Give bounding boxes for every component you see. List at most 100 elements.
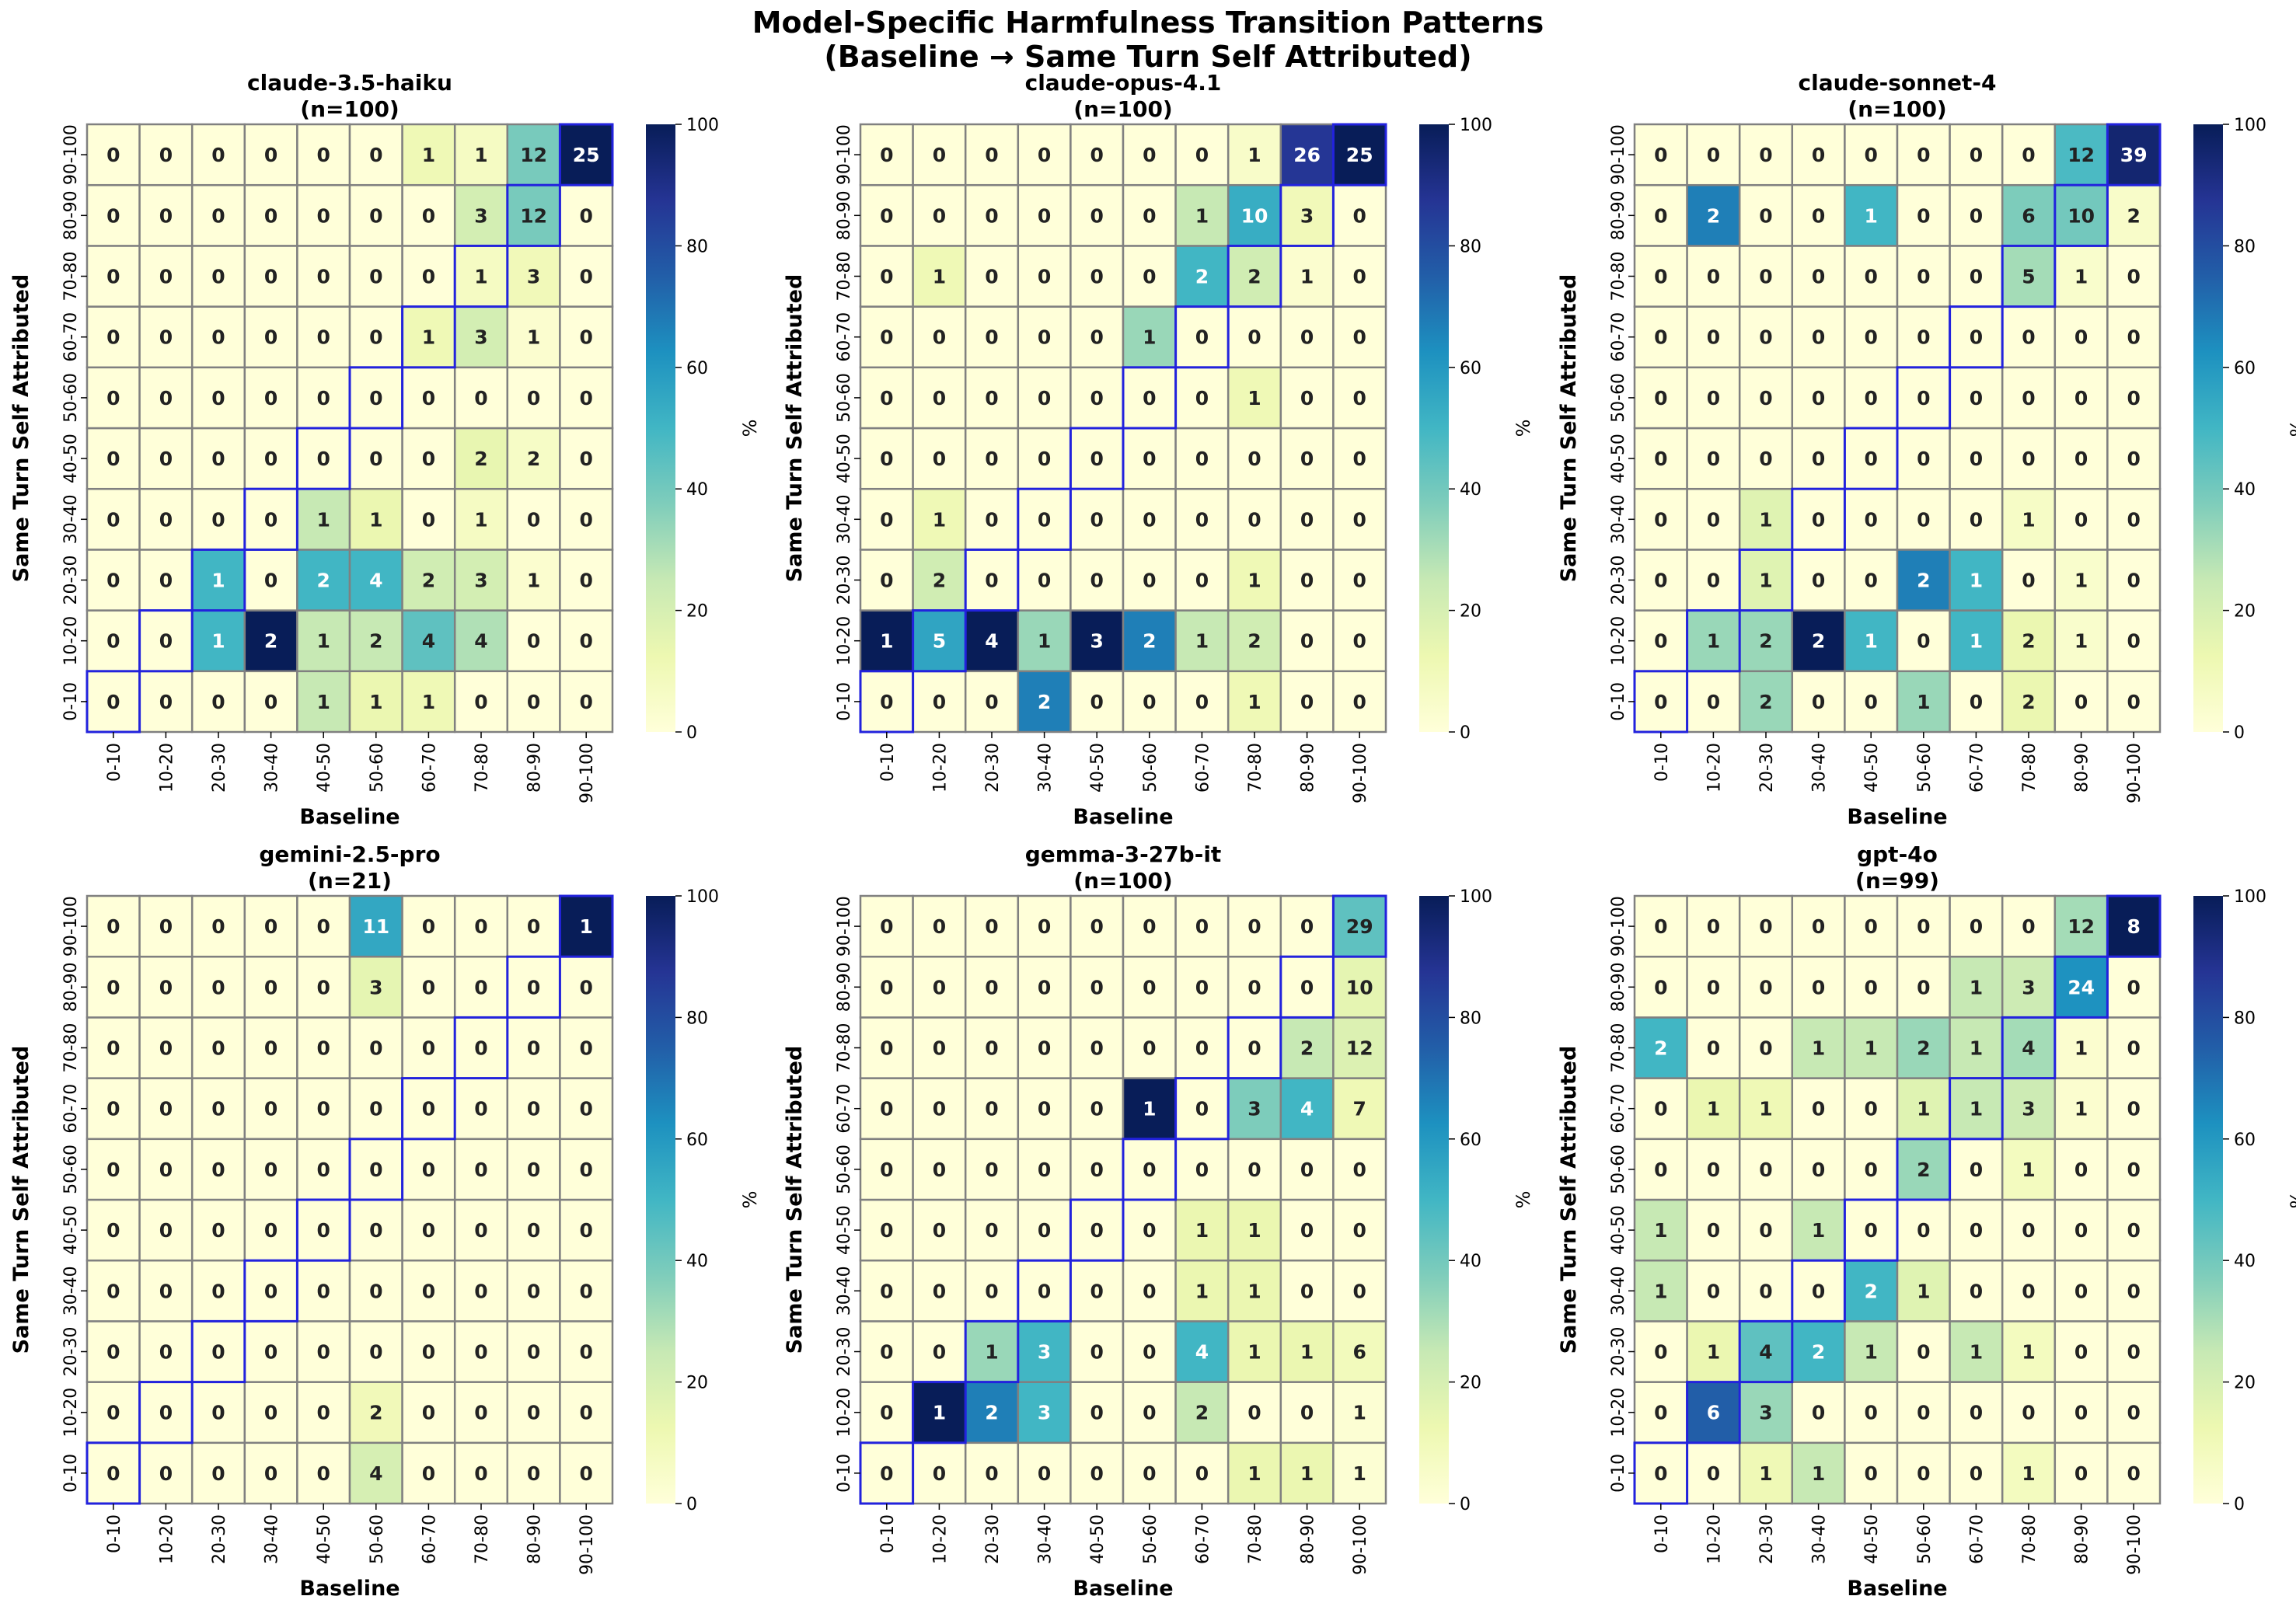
heatmap-cell xyxy=(964,487,1020,551)
cell-count-label: 0 xyxy=(1812,144,1825,166)
y-tick-label: 70-80 xyxy=(61,1023,81,1073)
colorbar-tick-label: 40 xyxy=(686,1252,708,1271)
cell-count-label: 0 xyxy=(106,266,120,288)
x-tick-label: 70-80 xyxy=(2020,1514,2040,1564)
heatmap-cell xyxy=(1122,549,1177,612)
cell-count-label: 0 xyxy=(1038,570,1051,592)
y-tick-label: 90-100 xyxy=(835,124,854,185)
cell-count-label: 0 xyxy=(316,448,330,470)
diagonal-highlight xyxy=(1738,1319,1794,1384)
cell-count-label: 2 xyxy=(2022,691,2035,713)
cell-count-label: 0 xyxy=(579,387,592,409)
cell-count-label: 0 xyxy=(422,1037,435,1060)
cell-count-label: 0 xyxy=(106,508,120,531)
cell-count-label: 0 xyxy=(316,1341,330,1364)
cell-count-label: 0 xyxy=(1090,1462,1103,1485)
heatmap-cell xyxy=(1122,609,1177,673)
cell-count-label: 0 xyxy=(880,266,893,288)
x-tick-label: 80-90 xyxy=(525,1514,545,1564)
cell-count-label: 0 xyxy=(211,1098,225,1120)
x-tick-label: 0-10 xyxy=(105,743,124,782)
cell-count-label: 1 xyxy=(933,1402,946,1424)
cell-count-label: 0 xyxy=(985,1037,998,1060)
cell-count-label: 0 xyxy=(264,691,277,713)
cell-count-label: 0 xyxy=(933,976,946,998)
diagonal-highlight xyxy=(2001,1016,2057,1080)
heatmap-cell xyxy=(1069,245,1125,308)
y-tick-label: 50-60 xyxy=(61,1145,81,1194)
cell-count-label: 0 xyxy=(1195,1462,1209,1485)
diagonal-highlight xyxy=(243,1259,298,1322)
heatmap-cell xyxy=(1844,183,1899,247)
cell-count-label: 0 xyxy=(2022,1280,2035,1302)
heatmap-cell xyxy=(1227,955,1282,1019)
heatmap-cell xyxy=(348,245,403,308)
heatmap-cell xyxy=(348,609,403,673)
cell-count-label: 0 xyxy=(1864,508,1877,531)
figure-title: Model-Specific Harmfulness Transition Pa… xyxy=(752,5,1544,40)
cell-count-label: 0 xyxy=(1090,976,1103,998)
cell-count-label: 0 xyxy=(159,1402,173,1424)
heatmap-cell xyxy=(506,549,561,612)
cell-count-label: 0 xyxy=(1812,508,1825,531)
cell-count-label: 2 xyxy=(1195,1402,1209,1424)
cell-count-label: 0 xyxy=(1352,266,1366,288)
cell-count-label: 1 xyxy=(1864,630,1877,653)
heatmap-cell xyxy=(296,1077,351,1141)
cell-count-label: 0 xyxy=(1247,1402,1261,1424)
panel-title: claude-opus-4.1 xyxy=(1025,70,1222,96)
heatmap-cell xyxy=(2001,609,2057,673)
cell-count-label: 0 xyxy=(2127,326,2140,349)
cell-count-label: 0 xyxy=(1654,976,1667,998)
cell-count-label: 0 xyxy=(2074,1219,2088,1242)
cell-count-label: 1 xyxy=(422,326,435,349)
cell-count-label: 0 xyxy=(211,1341,225,1364)
cell-count-label: 0 xyxy=(211,508,225,531)
cell-count-label: 0 xyxy=(527,1402,540,1424)
heatmap-cell xyxy=(506,1259,561,1322)
x-tick-label: 70-80 xyxy=(1246,743,1265,793)
heatmap-cell xyxy=(1174,549,1230,612)
cell-count-label: 0 xyxy=(264,915,277,938)
cell-count-label: 0 xyxy=(880,508,893,531)
cell-count-label: 0 xyxy=(211,1159,225,1181)
heatmap-cell xyxy=(1686,427,1741,490)
diagonal-highlight xyxy=(243,487,298,551)
x-tick-label: 30-40 xyxy=(263,743,282,793)
cell-count-label: 0 xyxy=(880,387,893,409)
cell-count-label: 3 xyxy=(2022,976,2035,998)
cell-count-label: 0 xyxy=(422,1462,435,1485)
cell-count-label: 0 xyxy=(985,144,998,166)
cell-count-label: 11 xyxy=(362,915,389,938)
colorbar-label: % xyxy=(2287,420,2296,437)
cell-count-label: 26 xyxy=(1293,144,1321,166)
y-tick-label: 60-70 xyxy=(61,312,81,362)
colorbar xyxy=(2193,896,2223,1504)
diagonal-highlight xyxy=(1896,1138,1952,1201)
cell-count-label: 4 xyxy=(985,630,998,653)
cell-count-label: 0 xyxy=(1038,1159,1051,1181)
x-tick-label: 50-60 xyxy=(1141,743,1160,793)
cell-count-label: 0 xyxy=(1352,630,1366,653)
cell-count-label: 0 xyxy=(2074,1280,2088,1302)
cell-count-label: 0 xyxy=(106,1341,120,1364)
heatmap-cell xyxy=(1174,1441,1230,1505)
x-axis-label: Baseline xyxy=(1847,1577,1947,1601)
cell-count-label: 0 xyxy=(1352,1280,1366,1302)
cell-count-label: 0 xyxy=(1812,1159,1825,1181)
y-tick-label: 30-40 xyxy=(61,1266,81,1316)
cell-count-label: 1 xyxy=(1970,1037,1983,1060)
cell-count-label: 0 xyxy=(106,1159,120,1181)
heatmap-cell xyxy=(1844,427,1899,490)
cell-count-label: 0 xyxy=(264,204,277,227)
cell-count-label: 1 xyxy=(1300,1462,1314,1485)
cell-count-label: 0 xyxy=(1970,1402,1983,1424)
cell-count-label: 0 xyxy=(1864,976,1877,998)
cell-count-label: 1 xyxy=(1970,1341,1983,1364)
cell-count-label: 0 xyxy=(211,1219,225,1242)
colorbar-tick-label: 60 xyxy=(1460,1131,1481,1150)
x-tick-label: 30-40 xyxy=(1810,743,1830,793)
cell-count-label: 12 xyxy=(1346,1037,1373,1060)
heatmap-cell xyxy=(1227,245,1282,308)
heatmap-cell xyxy=(401,1016,456,1079)
